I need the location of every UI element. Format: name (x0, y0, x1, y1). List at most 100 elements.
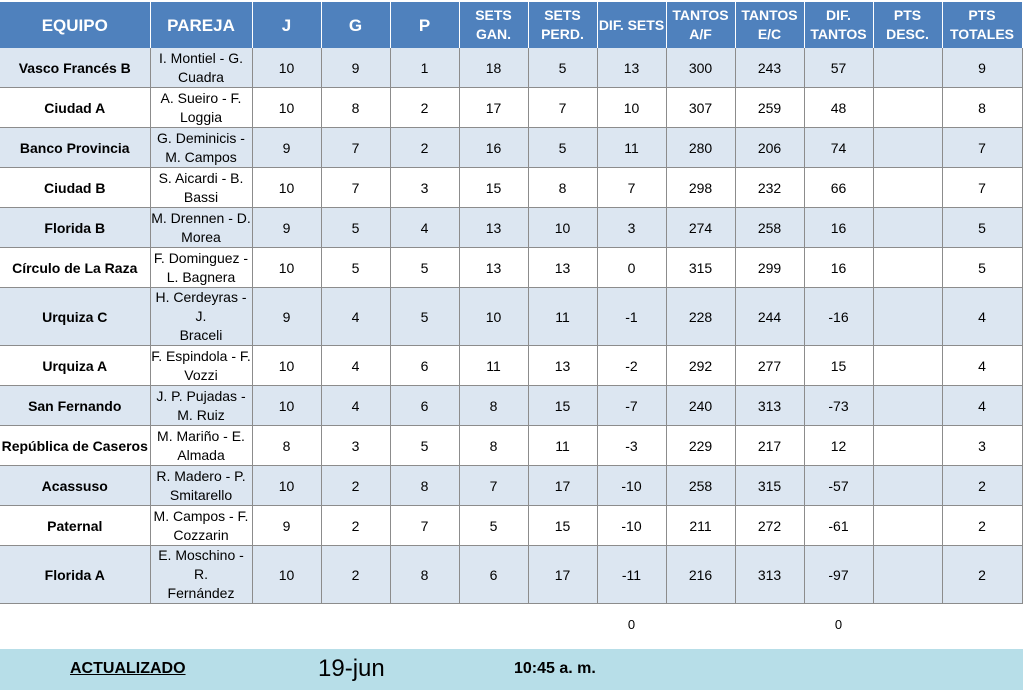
cell-won: 8 (321, 87, 391, 128)
cell-points-diff: -16 (804, 287, 874, 346)
cell-points-against: 313 (735, 385, 805, 426)
header-sets-perd: SETS PERD. (528, 2, 598, 48)
cell-points-total: 8 (942, 87, 1023, 128)
cell-points-diff: -57 (804, 465, 874, 506)
cell-points-deducted (873, 247, 943, 288)
table-row: Paternal M. Campos - F. Cozzarin 9 2 7 5 15 -10 2… (0, 505, 1023, 546)
cell-points-against: 244 (735, 287, 805, 346)
cell-sets-diff: -10 (597, 465, 667, 506)
updated-label: ACTUALIZADO (70, 660, 186, 677)
cell-sets-won: 5 (459, 505, 529, 546)
cell-won: 5 (321, 207, 391, 248)
cell-points-for: 280 (666, 127, 736, 168)
cell-points-diff: 16 (804, 207, 874, 248)
cell-points-against: 259 (735, 87, 805, 128)
cell-won: 7 (321, 167, 391, 208)
cell-won: 7 (321, 127, 391, 168)
table-row: República de Caseros M. Mariño - E. Almada… (0, 425, 1023, 466)
cell-played: 10 (252, 167, 322, 208)
header-tantos-af: TANTOS A/F (666, 2, 736, 48)
cell-sets-lost: 5 (528, 127, 598, 168)
cell-sets-diff: 7 (597, 167, 667, 208)
table-row: Urquiza A F. Espindola - F. Vozzi 10 4 6 11 13-… (0, 345, 1023, 386)
cell-points-deducted (873, 385, 943, 426)
pair-names: A. Sueiro - F. Loggia (150, 87, 253, 128)
cell-points-deducted (873, 505, 943, 546)
cell-played: 10 (252, 345, 322, 386)
cell-points-deducted (873, 545, 943, 604)
cell-points-deducted (873, 465, 943, 506)
cell-played: 9 (252, 505, 322, 546)
cell-lost: 5 (390, 247, 460, 288)
cell-sets-won: 7 (459, 465, 529, 506)
cell-sets-lost: 17 (528, 545, 598, 604)
cell-played: 9 (252, 207, 322, 248)
cell-lost: 8 (390, 545, 460, 604)
updated-time: 10:45 a. m. (514, 660, 596, 677)
cell-points-deducted (873, 48, 943, 88)
cell-sets-lost: 17 (528, 465, 598, 506)
cell-sets-lost: 7 (528, 87, 598, 128)
cell-points-against: 232 (735, 167, 805, 208)
cell-played: 10 (252, 545, 322, 604)
pair-names: H. Cerdeyras - J. Braceli (150, 287, 253, 346)
cell-points-against: 258 (735, 207, 805, 248)
cell-played: 10 (252, 48, 322, 88)
cell-sets-won: 13 (459, 247, 529, 288)
cell-points-for: 211 (666, 505, 736, 546)
header-pts-totales: PTS TOTALES (942, 2, 1023, 48)
table-row: Florida B M. Drennen - D. Morea 9 5 4 13 10 3 274… (0, 207, 1023, 248)
cell-played: 10 (252, 465, 322, 506)
cell-sets-lost: 11 (528, 287, 598, 346)
cell-points-total: 4 (942, 287, 1023, 346)
cell-points-deducted (873, 345, 943, 386)
cell-lost: 3 (390, 167, 460, 208)
header-sets-gan: SETS GAN. (459, 2, 529, 48)
cell-won: 2 (321, 465, 391, 506)
header-pareja: PAREJA (150, 2, 253, 48)
cell-points-total: 9 (942, 48, 1023, 88)
cell-points-against: 272 (735, 505, 805, 546)
header-p: P (390, 2, 460, 48)
cell-lost: 2 (390, 87, 460, 128)
cell-sets-won: 13 (459, 207, 529, 248)
table-row: San Fernando J. P. Pujadas - M. Ruiz 10 4 6 8 1… (0, 385, 1023, 426)
cell-points-for: 315 (666, 247, 736, 288)
table-row: Vasco Francés B I. Montiel - G. Cuadra 10 9 1… (0, 48, 1023, 88)
cell-sets-won: 8 (459, 425, 529, 466)
header-tantos-ec: TANTOS E/C (735, 2, 805, 48)
cell-sets-lost: 10 (528, 207, 598, 248)
pair-names: I. Montiel - G. Cuadra (150, 48, 253, 88)
cell-points-total: 2 (942, 465, 1023, 506)
cell-won: 2 (321, 505, 391, 546)
cell-sets-diff: -10 (597, 505, 667, 546)
cell-sets-diff: -7 (597, 385, 667, 426)
team-name: República de Caseros (0, 425, 151, 466)
cell-points-for: 229 (666, 425, 736, 466)
header-j: J (252, 2, 322, 48)
header-row: EQUIPO PAREJA J G P SETS GAN. SETS PERD. D… (0, 2, 1023, 48)
totals-row: 0 0 (0, 603, 1022, 644)
cell-points-deducted (873, 207, 943, 248)
update-footer: ACTUALIZADO 19-jun 10:45 a. m. (0, 649, 1023, 690)
header-dif-sets: DIF. SETS (597, 2, 667, 48)
cell-points-for: 300 (666, 48, 736, 88)
cell-points-diff: 74 (804, 127, 874, 168)
cell-points-for: 298 (666, 167, 736, 208)
pair-names: M. Mariño - E. Almada (150, 425, 253, 466)
updated-date: 19-jun (318, 655, 385, 682)
team-name: Círculo de La Raza (0, 247, 151, 288)
pair-names: F. Dominguez - L. Bagnera (150, 247, 253, 288)
cell-points-diff: 57 (804, 48, 874, 88)
table-row: Urquiza C H. Cerdeyras - J. Braceli 9 4 5 10 11… (0, 287, 1023, 346)
cell-played: 10 (252, 87, 322, 128)
team-name: Urquiza A (0, 345, 151, 386)
team-name: San Fernando (0, 385, 151, 426)
cell-won: 4 (321, 385, 391, 426)
cell-points-total: 2 (942, 545, 1023, 604)
cell-points-total: 7 (942, 167, 1023, 208)
cell-sets-diff: 0 (597, 247, 667, 288)
cell-points-total: 7 (942, 127, 1023, 168)
cell-points-diff: 12 (804, 425, 874, 466)
cell-played: 9 (252, 127, 322, 168)
